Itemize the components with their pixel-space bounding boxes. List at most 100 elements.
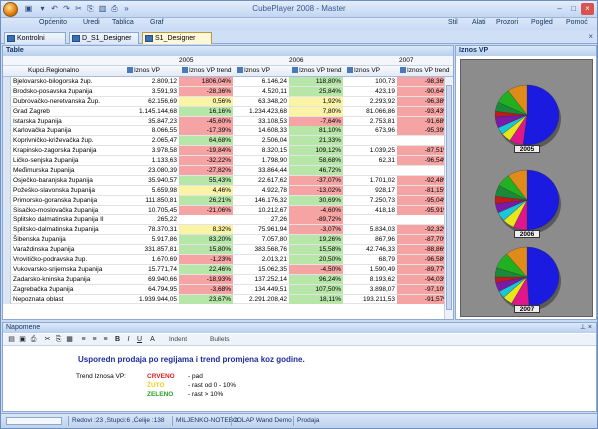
row-expand-icon[interactable] bbox=[3, 175, 11, 185]
amount-cell[interactable]: 78.370,31 bbox=[148, 226, 177, 234]
menu-tools[interactable]: Alati bbox=[472, 19, 486, 26]
align-left-icon[interactable]: ≡ bbox=[81, 336, 86, 343]
amount-cell[interactable]: 63.348,20 bbox=[258, 97, 287, 105]
trend-cell[interactable]: -94,03% bbox=[397, 274, 451, 284]
amount-cell[interactable]: 23.080,39 bbox=[148, 167, 177, 175]
trend-cell[interactable]: -95,04% bbox=[397, 195, 451, 205]
amount-cell[interactable]: 2.809,12 bbox=[151, 78, 177, 85]
row-expand-icon[interactable] bbox=[3, 284, 11, 294]
table-row[interactable]: Šibenska županija 5.917,86 83,20% 7.057,80 1… bbox=[3, 235, 453, 246]
amount-cell[interactable]: 5.659,98 bbox=[151, 186, 177, 194]
table-row[interactable]: Vrovitičko-podravska žup. 1.670,69 -1,23% 2… bbox=[3, 255, 453, 265]
open-icon[interactable]: ▤ bbox=[8, 336, 15, 343]
amount-cell[interactable]: 35.940,57 bbox=[148, 176, 177, 184]
amount-cell[interactable]: 33.864,44 bbox=[258, 167, 287, 175]
trend-cell[interactable]: 83,20% bbox=[179, 235, 233, 245]
region-cell[interactable]: Međimurska županija bbox=[13, 167, 75, 175]
row-expand-icon[interactable] bbox=[3, 106, 11, 116]
table-row[interactable]: Grad Zagreb 1.145.144,68 16,16% 1.234.423,6… bbox=[3, 106, 453, 117]
menu-chart[interactable]: Graf bbox=[150, 19, 164, 26]
trend-cell[interactable]: -89,77% bbox=[397, 264, 451, 274]
trend-cell[interactable] bbox=[397, 136, 451, 145]
trend-cell[interactable]: -1,23% bbox=[179, 255, 233, 265]
table-row[interactable]: Splitsko dalmatinska županija II 265,22 27… bbox=[3, 215, 453, 226]
trend-cell[interactable]: 23,67% bbox=[179, 294, 233, 304]
region-cell[interactable]: Grad Zagreb bbox=[13, 107, 50, 115]
trend-cell[interactable]: 15,58% bbox=[289, 245, 343, 255]
amount-cell[interactable]: 15.771,74 bbox=[148, 265, 177, 273]
amount-cell[interactable]: 62,31 bbox=[378, 157, 395, 165]
amount-cell[interactable]: 68,79 bbox=[378, 256, 395, 264]
amount-cell[interactable]: 100,73 bbox=[375, 78, 395, 85]
table-row[interactable]: Sisačko-moslovačka županija 10.705,45 -21,… bbox=[3, 205, 453, 216]
trend-cell[interactable]: 46,72% bbox=[289, 166, 343, 176]
trend-cell[interactable]: -87,70% bbox=[397, 235, 451, 245]
trend-cell[interactable]: -95,39% bbox=[397, 126, 451, 136]
row-expand-icon[interactable] bbox=[3, 86, 11, 96]
trend-cell[interactable]: -93,43% bbox=[397, 106, 451, 116]
amount-cell[interactable]: 383.568,76 bbox=[254, 246, 287, 254]
table-row[interactable]: Međimurska županija 23.080,39 -27,82% 33.86… bbox=[3, 166, 453, 176]
cut-icon[interactable]: ✂ bbox=[75, 4, 82, 13]
table-scrollbar[interactable] bbox=[444, 77, 453, 319]
tab-d-s1-designer[interactable]: D_S1_Designer bbox=[69, 32, 139, 44]
italic-icon[interactable]: I bbox=[127, 336, 130, 343]
menu-help[interactable]: Pomoć bbox=[566, 19, 588, 26]
region-cell[interactable]: Vukovarsko-srijemska županija bbox=[13, 265, 103, 273]
table-row[interactable]: Zagrebačka županija 64.794,95 -3,68% 134.44… bbox=[3, 284, 453, 295]
amount-cell[interactable]: 2.506,04 bbox=[261, 137, 287, 145]
scrollbar-thumb[interactable] bbox=[446, 85, 452, 310]
amount-cell[interactable]: 14.608,33 bbox=[258, 127, 287, 135]
amount-cell[interactable]: 3.898,07 bbox=[369, 285, 395, 293]
table-row[interactable]: Osječko-baranjska županija 35.940,57 55,43… bbox=[3, 175, 453, 186]
column-header-amount-2006[interactable]: Iznos VP bbox=[237, 67, 270, 74]
trend-cell[interactable]: 55,43% bbox=[179, 175, 233, 185]
amount-cell[interactable]: 134.449,51 bbox=[254, 285, 287, 293]
amount-cell[interactable]: 42.746,33 bbox=[366, 246, 395, 254]
maximize-icon[interactable]: □ bbox=[571, 4, 576, 13]
trend-cell[interactable]: 20,50% bbox=[289, 255, 343, 265]
trend-cell[interactable]: 26,21% bbox=[179, 195, 233, 205]
menu-view[interactable]: Pogled bbox=[531, 19, 553, 26]
tab-s1-designer[interactable]: S1_Designer bbox=[142, 32, 212, 44]
amount-cell[interactable]: 75.961,94 bbox=[258, 226, 287, 234]
amount-cell[interactable]: 2.293,92 bbox=[369, 97, 395, 105]
amount-cell[interactable]: 33.108,53 bbox=[258, 117, 287, 125]
region-cell[interactable]: Brodsko-posavska županija bbox=[13, 87, 93, 95]
trend-cell[interactable]: 81,10% bbox=[289, 126, 343, 136]
region-cell[interactable]: Zadarsko-kninska županija bbox=[13, 275, 91, 283]
trend-cell[interactable]: -81,15% bbox=[397, 185, 451, 195]
trend-cell[interactable]: -88,86% bbox=[397, 245, 451, 255]
region-cell[interactable]: Karlovačka županija bbox=[13, 127, 72, 135]
trend-cell[interactable]: -96,38% bbox=[397, 96, 451, 106]
amount-cell[interactable]: 418,18 bbox=[375, 206, 395, 214]
column-header-region[interactable]: Kupci.Regionalno bbox=[28, 67, 79, 74]
amount-cell[interactable]: 867,96 bbox=[375, 236, 395, 244]
amount-cell[interactable]: 331.857,81 bbox=[144, 246, 177, 254]
trend-cell[interactable]: -96,58% bbox=[397, 255, 451, 265]
trend-cell[interactable] bbox=[397, 166, 451, 175]
trend-cell[interactable]: -98,36% bbox=[397, 77, 451, 86]
trend-cell[interactable]: -27,82% bbox=[179, 166, 233, 176]
trend-cell[interactable]: -32,22% bbox=[179, 156, 233, 166]
table-row[interactable]: Splitsko-dalmatinska županija 78.370,31 8,… bbox=[3, 225, 453, 236]
trend-cell[interactable]: 15,80% bbox=[179, 245, 233, 255]
app-logo-icon[interactable] bbox=[3, 2, 18, 17]
trend-cell[interactable]: 8,32% bbox=[179, 225, 233, 235]
table-row[interactable]: Primorsko-goranska županija 111.850,81 26,… bbox=[3, 195, 453, 206]
trend-cell[interactable]: -37,07% bbox=[289, 175, 343, 185]
amount-cell[interactable]: 1.039,25 bbox=[369, 147, 395, 155]
undo-icon[interactable]: ↶ bbox=[51, 4, 58, 13]
print-icon[interactable]: ⎙ bbox=[30, 336, 37, 343]
row-expand-icon[interactable] bbox=[3, 264, 11, 274]
close-tab-icon[interactable]: × bbox=[588, 32, 593, 41]
amount-cell[interactable]: 1.234.423,68 bbox=[249, 107, 287, 115]
amount-cell[interactable]: 1.939.944,05 bbox=[139, 295, 177, 303]
amount-cell[interactable]: 146.176,32 bbox=[254, 196, 287, 204]
trend-cell[interactable]: -3,68% bbox=[179, 284, 233, 294]
region-cell[interactable]: Nepoznata oblast bbox=[13, 295, 64, 303]
trend-cell[interactable]: -4,60% bbox=[289, 205, 343, 215]
year-header-2005[interactable]: 2005 bbox=[179, 57, 194, 64]
chart-icon[interactable]: ▥ bbox=[98, 4, 107, 13]
amount-cell[interactable]: 423,19 bbox=[375, 87, 395, 95]
